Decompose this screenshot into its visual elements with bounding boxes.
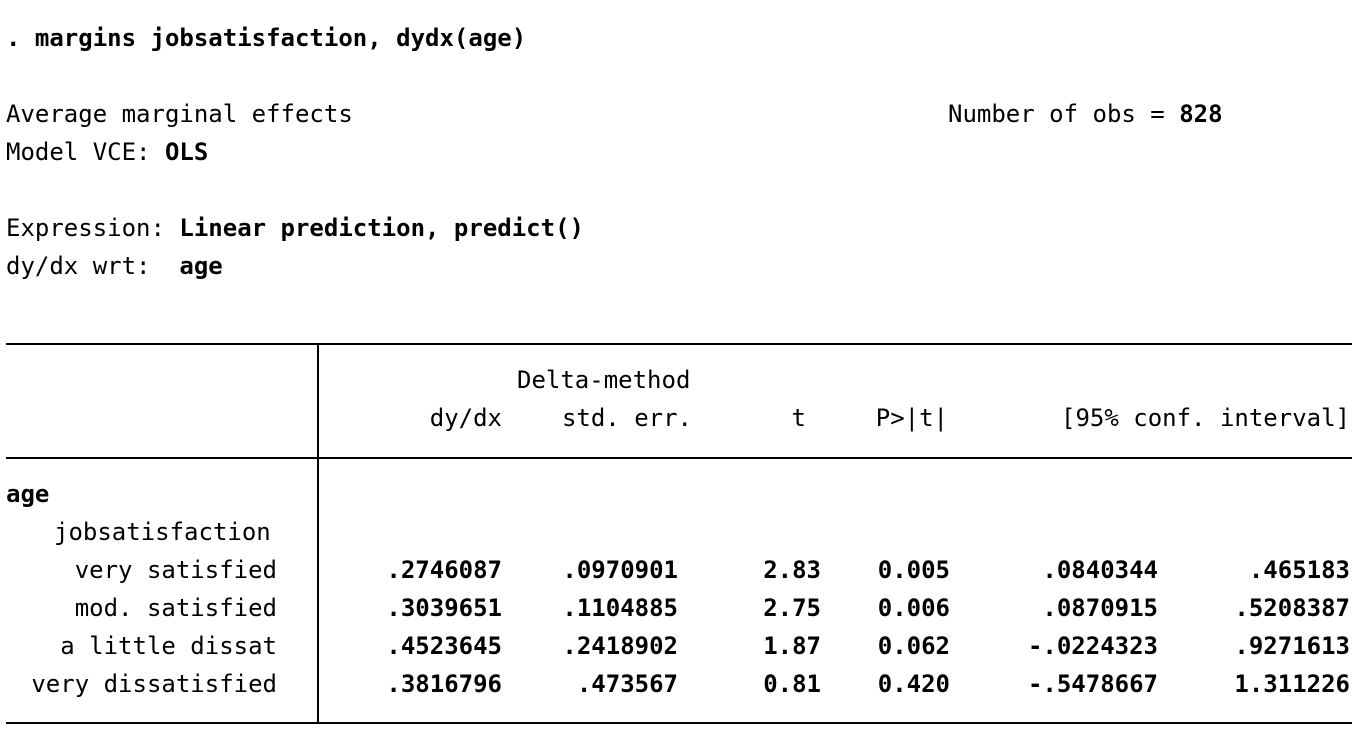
vce-label: Model VCE: — [6, 138, 165, 166]
col-header-p: P>|t| — [875, 404, 948, 432]
cell-dydx: .2746087 — [386, 556, 502, 584]
expression-label: Expression: — [6, 214, 180, 242]
cell-p: 0.006 — [877, 594, 950, 622]
nobs-line: Number of obs = 828 — [948, 99, 1223, 129]
table-bottom-rule — [6, 722, 1352, 724]
row-label: mod. satisfied — [74, 594, 277, 622]
wrt-label: dy/dx wrt: — [6, 252, 180, 280]
col-header-stderr: std. err. — [561, 404, 692, 432]
cell-p: 0.420 — [877, 670, 950, 698]
table-header-rule — [6, 457, 1352, 459]
subgroup-label-jobsatisfaction: jobsatisfaction — [54, 518, 271, 546]
nobs-value: 828 — [1179, 100, 1223, 128]
wrt-line: dy/dx wrt: age — [6, 251, 223, 281]
vce-line: Model VCE: OLS — [6, 137, 208, 167]
cell-ci-high: .5208387 — [1234, 594, 1350, 622]
cell-dydx: .3816796 — [386, 670, 502, 698]
wrt-value: age — [179, 252, 223, 280]
expression-line: Expression: Linear prediction, predict() — [6, 213, 584, 243]
cell-stderr: .2418902 — [562, 632, 678, 660]
command-line: . margins jobsatisfaction, dydx(age) — [6, 24, 527, 52]
cell-stderr: .473567 — [576, 670, 678, 698]
row-label: very dissatisfied — [31, 670, 277, 698]
cell-t: 2.83 — [763, 556, 821, 584]
cell-p: 0.005 — [877, 556, 950, 584]
cell-ci-high: 1.311226 — [1234, 670, 1350, 698]
col-header-dydx: dy/dx — [429, 404, 502, 432]
vce-value: OLS — [164, 138, 209, 166]
cell-dydx: .3039651 — [386, 594, 502, 622]
cell-stderr: .1104885 — [562, 594, 678, 622]
cell-dydx: .4523645 — [386, 632, 502, 660]
cell-ci-low: .0840344 — [1042, 556, 1158, 584]
cell-ci-high: .9271613 — [1234, 632, 1350, 660]
table-column-divider — [317, 344, 319, 723]
row-label: very satisfied — [74, 556, 277, 584]
results-title: Average marginal effects — [6, 100, 353, 128]
cell-t: 2.75 — [763, 594, 821, 622]
cell-stderr: .0970901 — [562, 556, 678, 584]
row-label: a little dissat — [60, 632, 277, 660]
col-header-t: t — [791, 404, 806, 432]
cell-ci-low: -.0224323 — [1027, 632, 1158, 660]
cell-ci-high: .465183 — [1248, 556, 1350, 584]
cell-ci-low: -.5478667 — [1027, 670, 1158, 698]
cell-t: 0.81 — [763, 670, 821, 698]
cell-ci-low: .0870915 — [1042, 594, 1158, 622]
table-top-rule — [6, 343, 1352, 345]
cell-p: 0.062 — [877, 632, 950, 660]
group-label-age: age — [6, 480, 50, 508]
cell-t: 1.87 — [763, 632, 821, 660]
expression-value: Linear prediction, predict() — [179, 214, 584, 242]
delta-method-header: Delta-method — [517, 366, 691, 394]
nobs-label: Number of obs = — [948, 100, 1180, 128]
col-header-ci: [95% conf. interval] — [1061, 404, 1350, 432]
